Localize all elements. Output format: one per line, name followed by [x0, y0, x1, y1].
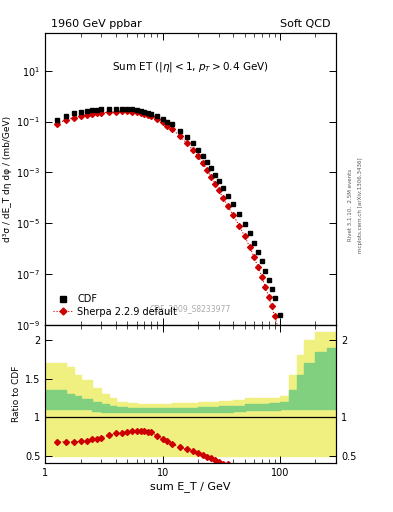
Text: mcplots.cern.ch [arXiv:1306.3436]: mcplots.cern.ch [arXiv:1306.3436] [358, 157, 363, 252]
Text: 1960 GeV ppbar: 1960 GeV ppbar [51, 19, 142, 29]
Legend: CDF, Sherpa 2.2.9 default: CDF, Sherpa 2.2.9 default [50, 291, 180, 320]
Text: CDF_2009_S8233977: CDF_2009_S8233977 [150, 304, 231, 313]
Text: Soft QCD: Soft QCD [280, 19, 330, 29]
X-axis label: sum E_T / GeV: sum E_T / GeV [151, 481, 231, 492]
Text: Sum ET ($|\eta| < 1$, $p_T > 0.4$ GeV): Sum ET ($|\eta| < 1$, $p_T > 0.4$ GeV) [112, 59, 269, 74]
Y-axis label: d³σ / dE_T dη dφ / (mb/GeV): d³σ / dE_T dη dφ / (mb/GeV) [3, 116, 12, 242]
Y-axis label: Ratio to CDF: Ratio to CDF [12, 366, 21, 422]
Text: Rivet 3.1.10,  2.5M events: Rivet 3.1.10, 2.5M events [348, 169, 353, 241]
